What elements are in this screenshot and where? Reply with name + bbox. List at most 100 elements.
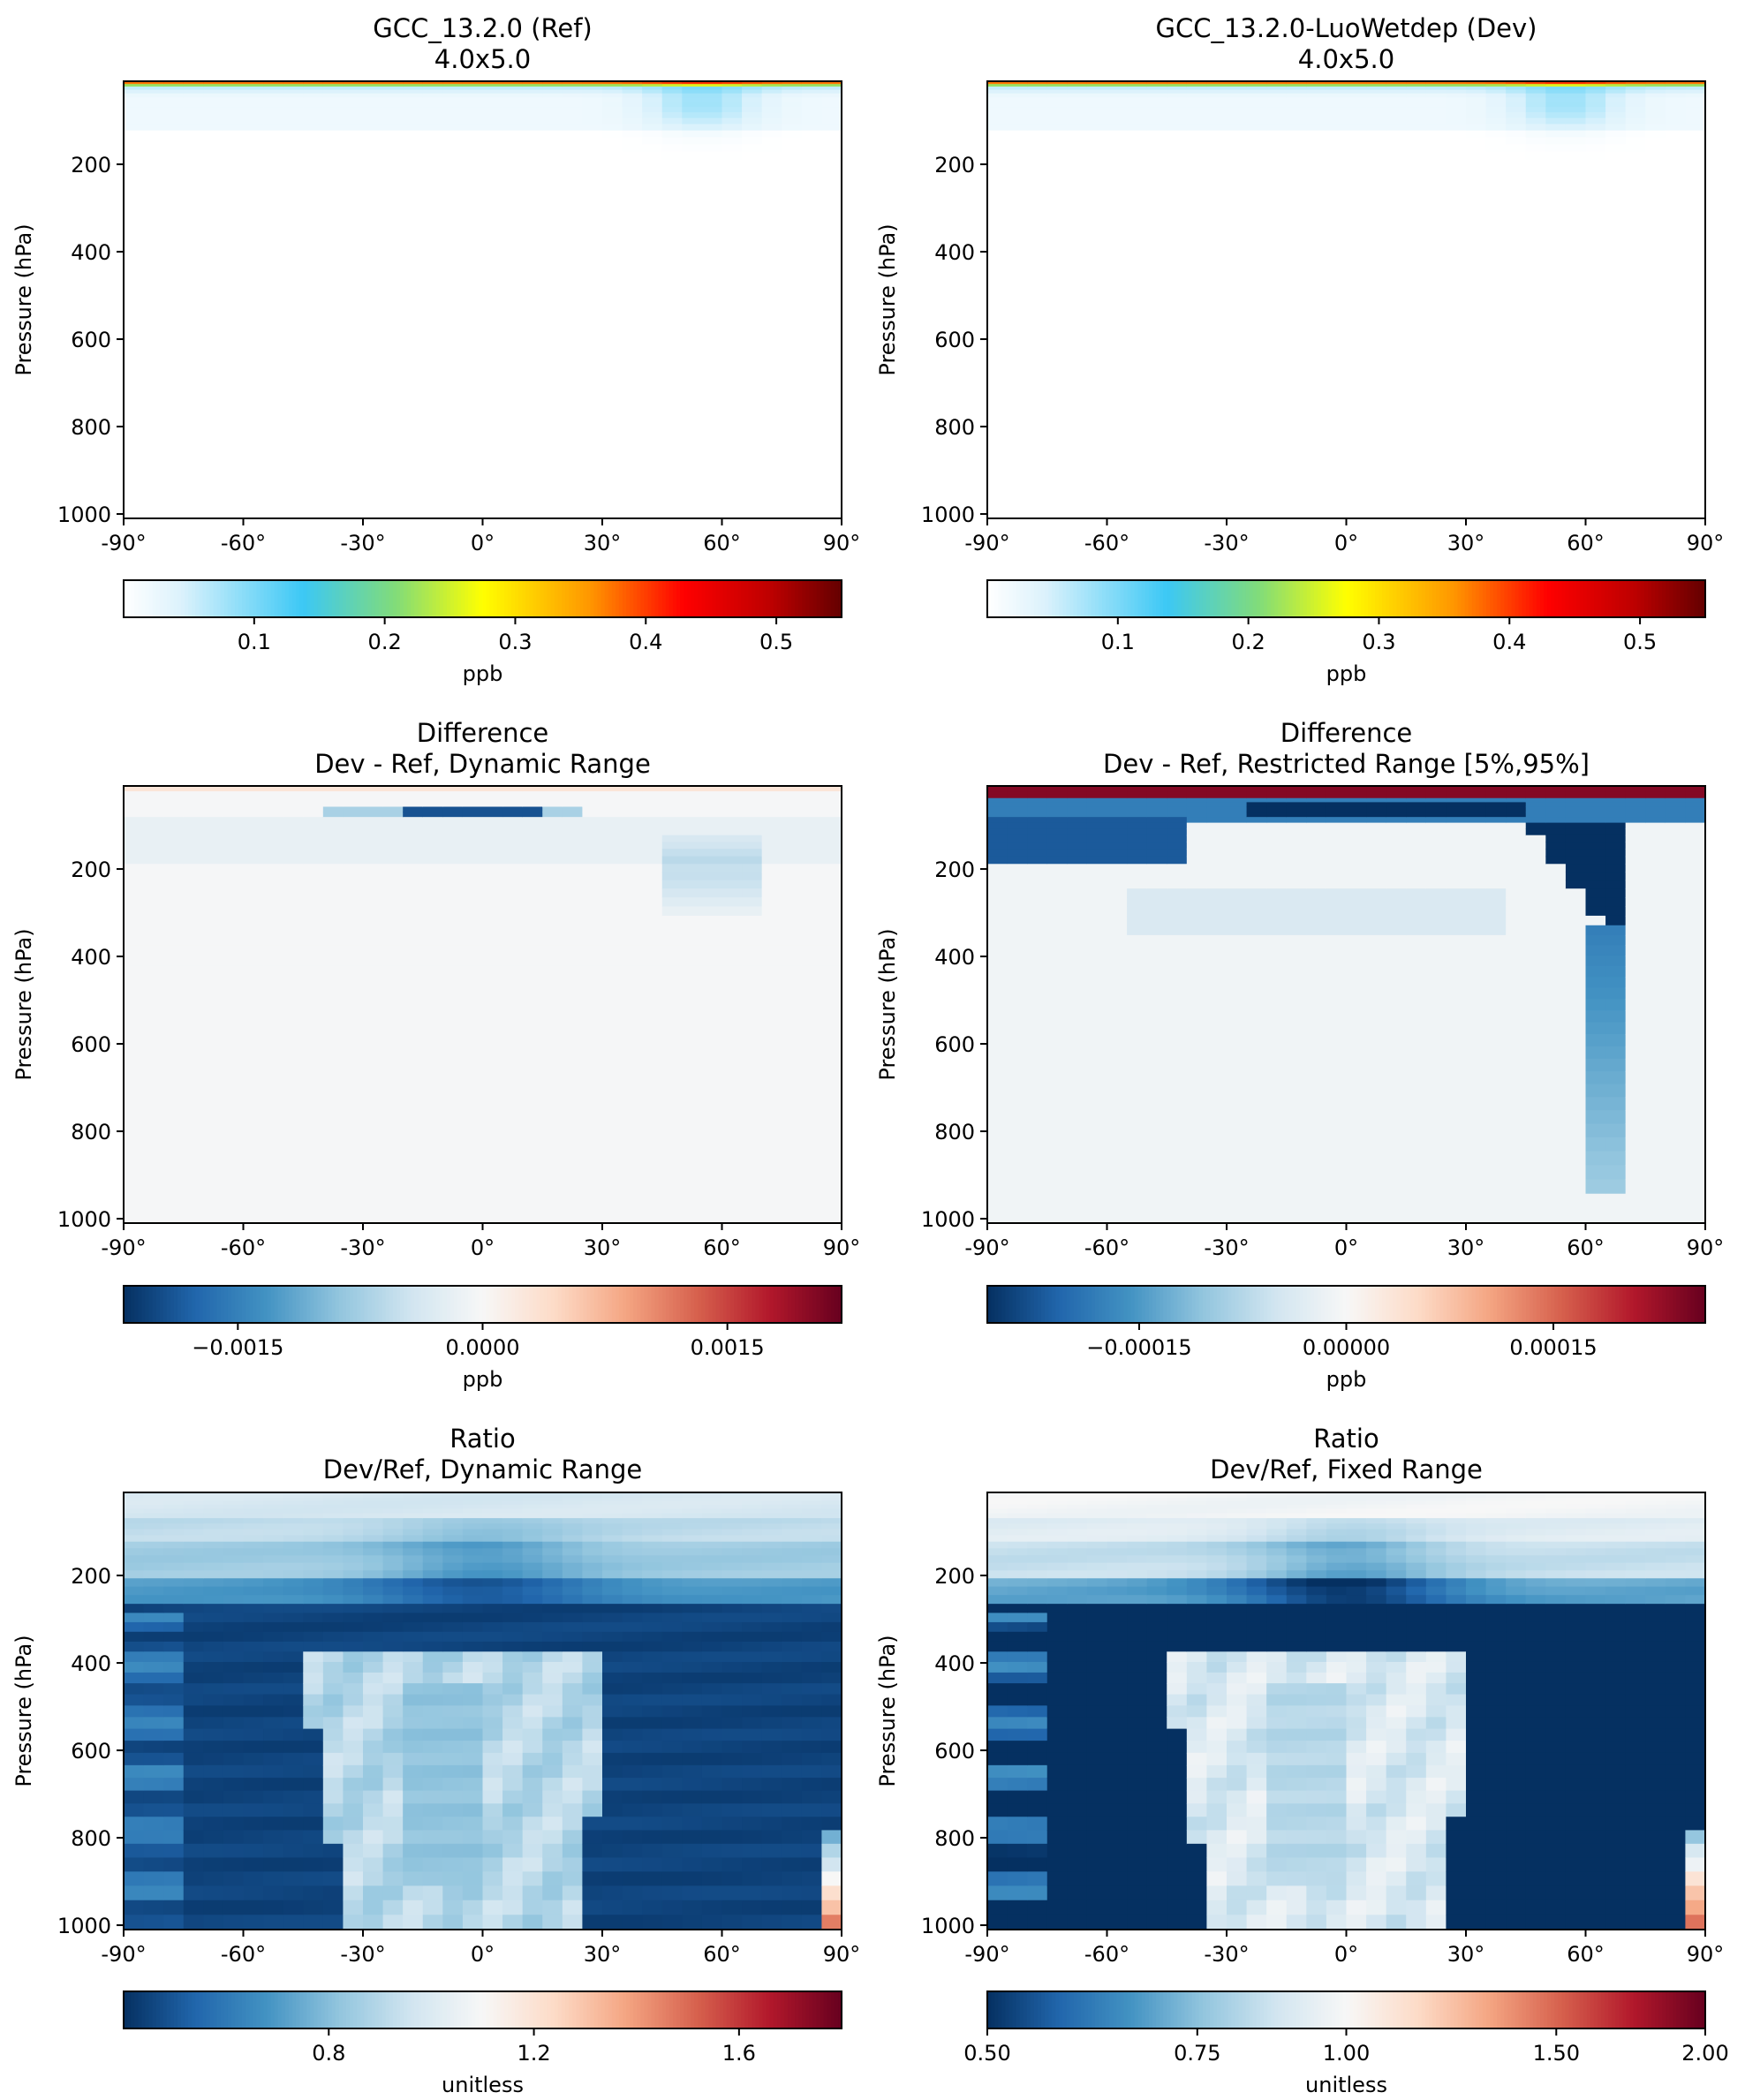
heatmap-cell [721, 432, 743, 448]
heatmap-cell [1605, 329, 1627, 343]
heatmap-cell [124, 503, 145, 519]
heatmap-cell [442, 934, 464, 946]
heatmap-cell [682, 353, 703, 367]
heatmap-cell [482, 503, 503, 519]
heatmap-cell [343, 317, 364, 330]
heatmap-cell [682, 272, 703, 284]
heatmap-cell [742, 503, 763, 519]
heatmap-cell [821, 419, 842, 434]
heatmap-cell [582, 294, 603, 306]
heatmap-cell [263, 329, 284, 343]
heatmap-cell [582, 230, 603, 241]
colorbar-segment [759, 580, 764, 617]
heatmap-cell [382, 159, 404, 168]
heatmap-cell [124, 812, 145, 818]
heatmap-cell [502, 474, 524, 490]
heatmap-cell [462, 261, 484, 273]
heatmap-cell [582, 283, 603, 295]
heatmap-cell [1167, 201, 1188, 212]
colorbar-segment [1400, 580, 1405, 617]
heatmap-cell [1545, 306, 1567, 319]
colorbar-segment [138, 580, 142, 617]
heatmap-cell [1127, 460, 1148, 476]
heatmap-cell [363, 329, 384, 343]
heatmap-cell [1665, 112, 1687, 119]
heatmap-cell [1086, 144, 1108, 153]
heatmap-cell [163, 201, 185, 212]
heatmap-cell [163, 945, 185, 956]
colorbar-segment [1396, 580, 1401, 617]
heatmap-cell [183, 317, 204, 330]
heatmap-cell [582, 1022, 603, 1035]
heatmap-cell [701, 107, 723, 113]
colorbar-segment [1210, 580, 1214, 617]
heatmap-cell [143, 124, 164, 132]
heatmap-cell [223, 144, 245, 153]
heatmap-cell [821, 294, 842, 306]
heatmap-cell [1167, 159, 1188, 168]
heatmap-cell [283, 812, 304, 818]
heatmap-cell [582, 999, 603, 1011]
heatmap-cell [1525, 392, 1546, 406]
heatmap-cell [382, 130, 404, 138]
colorbar-segment [328, 580, 333, 617]
heatmap-cell [761, 272, 782, 284]
heatmap-cell [183, 789, 204, 792]
colorbar-segment [1475, 580, 1480, 617]
heatmap-cell [821, 220, 842, 231]
heatmap-cell [602, 392, 623, 406]
heatmap-cell [821, 488, 842, 504]
colorbar-segment [457, 580, 462, 617]
heatmap-cell [223, 872, 245, 881]
heatmap-cell [502, 864, 524, 872]
heatmap-cell [522, 925, 543, 936]
heatmap-cell [522, 1123, 543, 1138]
heatmap-cell [482, 329, 503, 343]
heatmap-cell [403, 1058, 424, 1072]
heatmap-cell [642, 329, 663, 343]
heatmap-cell [203, 1208, 224, 1224]
heatmap-cell [163, 794, 185, 799]
heatmap-cell [642, 184, 663, 193]
heatmap-cell [1086, 107, 1108, 113]
heatmap-cell [403, 1010, 424, 1024]
heatmap-cell [1266, 117, 1288, 125]
heatmap-cell [542, 97, 563, 103]
heatmap-cell [343, 107, 364, 113]
heatmap-cell [1227, 137, 1248, 145]
heatmap-cell [482, 1034, 503, 1047]
heatmap-cell [701, 405, 723, 420]
heatmap-cell [502, 97, 524, 103]
heatmap-cell [1007, 353, 1028, 367]
heatmap-cell [183, 446, 204, 461]
heatmap-cell [1266, 503, 1288, 519]
heatmap-cell [1067, 87, 1088, 91]
heatmap-cell [522, 474, 543, 490]
heatmap-cell [701, 184, 723, 193]
heatmap-cell [1466, 117, 1487, 125]
heatmap-cell [1107, 184, 1128, 193]
heatmap-cell [1286, 488, 1307, 504]
colorbar-segment [640, 580, 646, 617]
heatmap-cell [1206, 84, 1228, 87]
heatmap-cell [303, 915, 324, 926]
heatmap-cell [303, 193, 324, 202]
heatmap-cell [263, 210, 284, 222]
heatmap-cell [462, 1097, 484, 1111]
heatmap-cell [562, 1123, 584, 1138]
heatmap-cell [1046, 283, 1068, 295]
heatmap-cell [343, 999, 364, 1011]
heatmap-cell [522, 915, 543, 926]
heatmap-cell [502, 341, 524, 355]
heatmap-cell [1625, 329, 1646, 343]
heatmap-cell [682, 84, 703, 87]
heatmap-cell [183, 201, 204, 212]
heatmap-cell [124, 240, 145, 252]
heatmap-cell [223, 1179, 245, 1195]
heatmap-cell [582, 107, 603, 113]
heatmap-cell [403, 137, 424, 145]
heatmap-cell [1525, 210, 1546, 222]
heatmap-cell [1346, 87, 1367, 91]
heatmap-cell [582, 124, 603, 132]
heatmap-cell [243, 1010, 264, 1024]
